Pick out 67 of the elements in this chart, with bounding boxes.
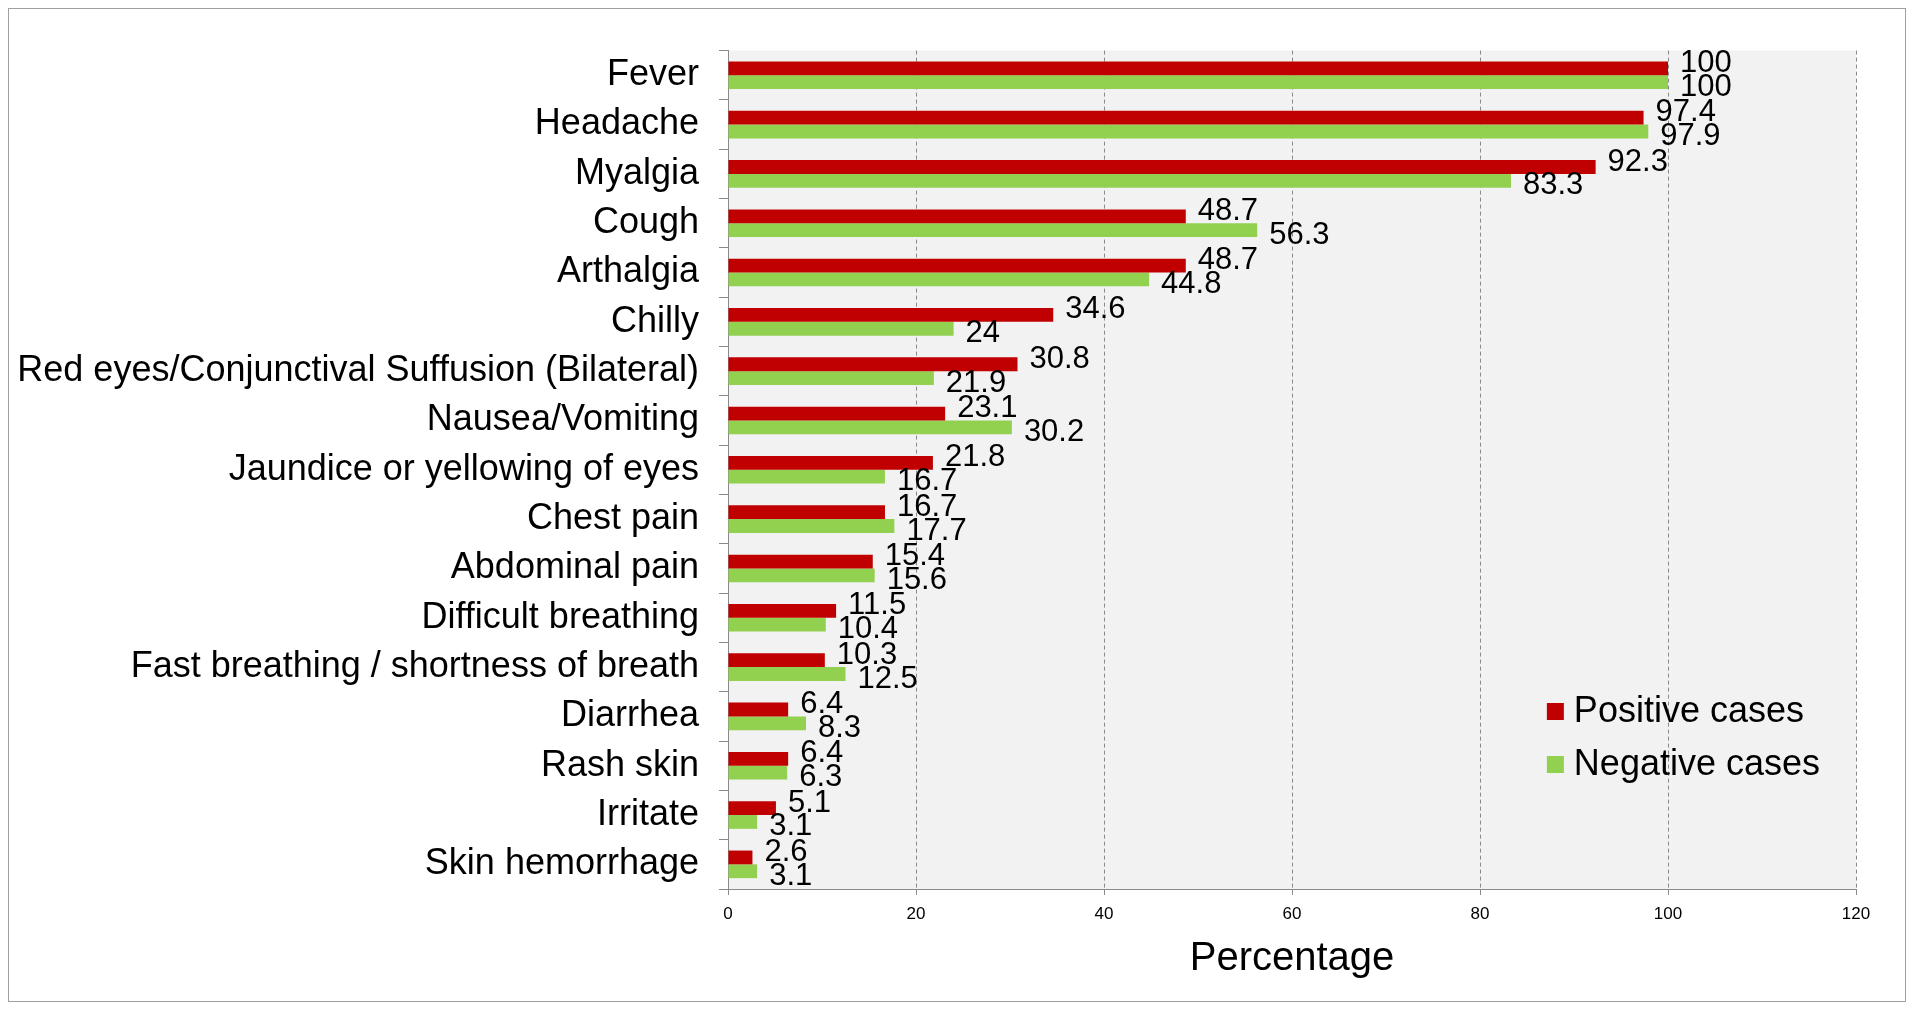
bar xyxy=(728,469,885,484)
y-tick-label: Cough xyxy=(592,200,699,242)
bar xyxy=(728,357,1018,372)
y-tick-label: Skin hemorrhage xyxy=(424,841,699,883)
bar xyxy=(728,371,934,385)
bar xyxy=(728,653,825,668)
bar xyxy=(728,519,895,533)
y-tick-label: Arthalgia xyxy=(556,249,700,291)
data-label: 83.3 xyxy=(1523,166,1584,202)
bar xyxy=(728,617,826,632)
y-tick-label: Fever xyxy=(606,52,699,94)
legend-label: Positive cases xyxy=(1573,689,1804,731)
bar xyxy=(728,716,807,731)
bar xyxy=(728,61,1668,76)
legend-label: Negative cases xyxy=(1573,742,1821,784)
x-tick-label: 40 xyxy=(1094,903,1114,923)
x-tick-label: 60 xyxy=(1282,903,1302,923)
y-tick-label: Diarrhea xyxy=(560,693,700,735)
bar xyxy=(728,864,758,879)
bar xyxy=(728,124,1649,139)
y-tick-label: Myalgia xyxy=(574,150,700,192)
y-tick-label: Difficult breathing xyxy=(421,594,699,636)
bar xyxy=(728,505,885,520)
bar xyxy=(728,209,1186,224)
bar xyxy=(728,75,1668,90)
bar xyxy=(728,406,946,421)
x-tick-label: 120 xyxy=(1841,903,1871,923)
bar xyxy=(728,603,837,618)
data-label: 34.6 xyxy=(1065,290,1126,326)
bar xyxy=(728,223,1258,238)
bar xyxy=(728,321,954,336)
bar xyxy=(728,751,789,766)
bar xyxy=(728,272,1150,287)
bar xyxy=(728,420,1012,435)
y-tick-label: Abdominal pain xyxy=(450,545,699,587)
x-axis-title: Percentage xyxy=(1189,934,1395,979)
x-tick-label: 80 xyxy=(1470,903,1490,923)
bar xyxy=(728,765,788,780)
y-tick-label: Irritate xyxy=(596,791,699,833)
x-tick-label: 20 xyxy=(906,903,926,923)
y-tick-label: Nausea/Vomiting xyxy=(426,397,699,439)
bar xyxy=(728,667,846,681)
x-tick-label: 0 xyxy=(723,903,733,923)
y-tick-label: Chest pain xyxy=(526,496,699,538)
bar xyxy=(728,173,1512,188)
y-tick-label: Jaundice or yellowing of eyes xyxy=(228,446,699,488)
y-tick-label: Fast breathing / shortness of breath xyxy=(130,643,699,685)
y-tick-label: Chilly xyxy=(610,298,699,340)
y-tick-label: Red eyes/Conjunctival Suffusion (Bilateral) xyxy=(17,348,699,390)
bar xyxy=(728,850,753,865)
bar xyxy=(728,815,758,829)
bar xyxy=(728,110,1644,125)
bar xyxy=(728,455,933,470)
data-label: 30.2 xyxy=(1023,412,1085,448)
bar xyxy=(728,702,789,717)
data-label: 30.8 xyxy=(1029,339,1090,375)
x-tick-label: 100 xyxy=(1653,903,1683,923)
bar xyxy=(728,554,873,569)
y-tick-label: Headache xyxy=(534,101,699,143)
data-label: 56.3 xyxy=(1269,215,1330,251)
bar xyxy=(728,258,1186,273)
data-label: 24 xyxy=(965,314,1001,350)
y-tick-label: Rash skin xyxy=(540,742,699,784)
bar xyxy=(728,308,1054,322)
bar xyxy=(728,160,1596,174)
data-label: 48.7 xyxy=(1197,191,1259,227)
bar xyxy=(728,568,875,583)
